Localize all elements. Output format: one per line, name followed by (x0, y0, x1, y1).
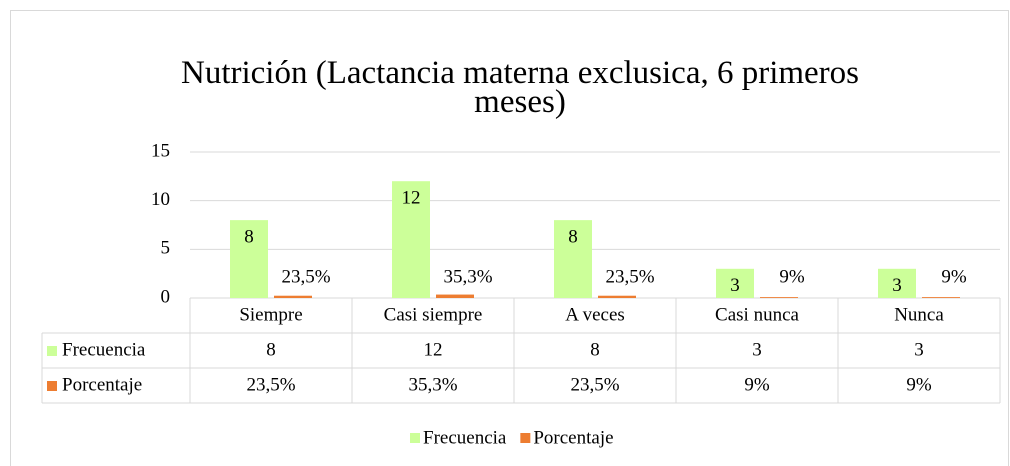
table-cell: 3 (752, 339, 762, 360)
bar (436, 294, 474, 298)
x-tick-label: Siempre (239, 304, 302, 325)
table-cell: 9% (744, 374, 770, 395)
table-legend-key (47, 381, 57, 391)
table-row-label: Porcentaje (62, 374, 142, 395)
y-tick-label: 10 (151, 189, 170, 210)
table-cell: 8 (266, 339, 276, 360)
table-cell: 8 (590, 339, 600, 360)
bar (392, 181, 430, 298)
data-label: 23,5% (605, 266, 654, 287)
table-cell: 23,5% (246, 374, 295, 395)
data-label: 3 (892, 275, 902, 296)
data-label: 9% (779, 266, 805, 287)
x-tick-label: Casi nunca (715, 304, 799, 325)
bar (598, 295, 636, 298)
data-label: 35,3% (443, 266, 492, 287)
legend-key (410, 433, 420, 443)
table-legend-key (47, 346, 57, 356)
y-tick-label: 5 (161, 238, 171, 259)
table-cell: 35,3% (408, 374, 457, 395)
table-row-label: Frecuencia (62, 339, 146, 360)
data-label: 12 (402, 188, 421, 209)
bar (760, 297, 798, 298)
x-tick-label: Casi siempre (384, 304, 483, 325)
chart-frame (10, 10, 1009, 466)
bar (878, 268, 916, 298)
y-tick-label: 15 (151, 140, 170, 161)
x-tick-label: A veces (565, 304, 625, 325)
data-label: 23,5% (281, 266, 330, 287)
data-label: 8 (244, 226, 254, 247)
data-label: 3 (730, 275, 740, 296)
bar (274, 295, 312, 298)
y-tick-label: 0 (161, 286, 171, 307)
data-label: 8 (568, 226, 578, 247)
table-cell: 9% (906, 374, 932, 395)
legend-label: Porcentaje (533, 427, 613, 448)
bar (922, 297, 960, 298)
x-tick-label: Nunca (894, 304, 944, 325)
chart-title: Nutrición (Lactancia materna exclusica, … (181, 55, 859, 120)
bar (554, 220, 592, 298)
legend-key (520, 433, 531, 443)
table-cell: 12 (424, 339, 443, 360)
bar (230, 220, 268, 298)
data-label: 9% (941, 266, 967, 287)
bar (716, 268, 754, 298)
table-cell: 23,5% (570, 374, 619, 395)
legend-label: Frecuencia (423, 427, 507, 448)
table-cell: 3 (914, 339, 924, 360)
